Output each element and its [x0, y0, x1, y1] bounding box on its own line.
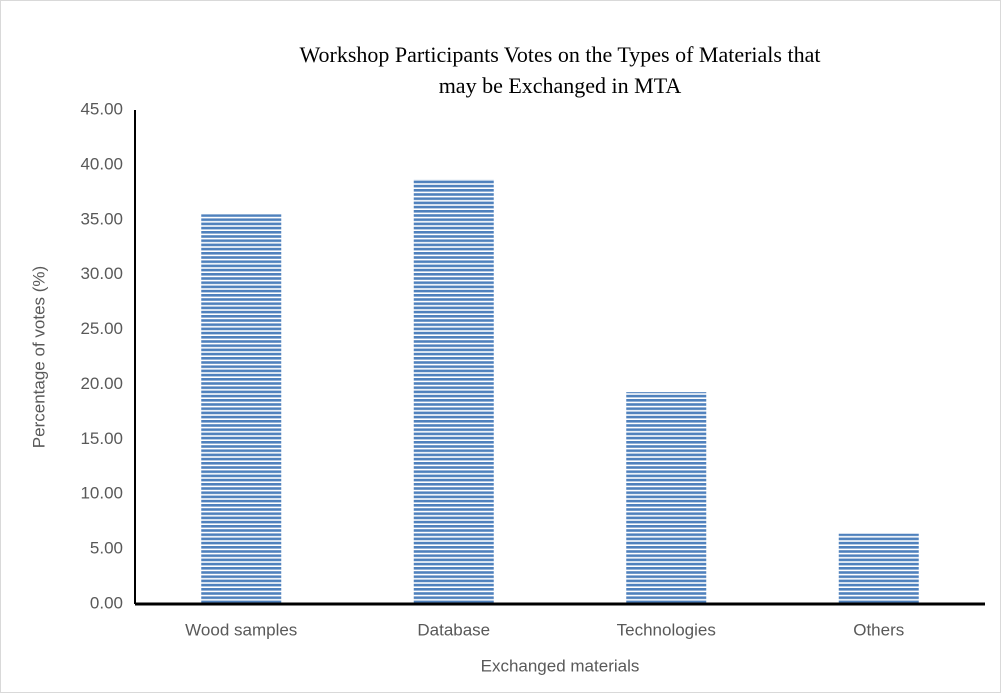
x-tick-label: Technologies [617, 620, 716, 639]
x-tick-label: Others [853, 620, 904, 639]
x-tick-label: Wood samples [185, 620, 297, 639]
y-tick-label: 30.00 [80, 264, 123, 283]
y-tick-label: 40.00 [80, 154, 123, 173]
y-tick-label: 5.00 [90, 539, 123, 558]
y-tick-label: 15.00 [80, 429, 123, 448]
chart-title: Workshop Participants Votes on the Types… [300, 42, 821, 67]
bar [626, 392, 707, 604]
x-tick-label: Database [417, 620, 490, 639]
y-tick-label: 35.00 [80, 209, 123, 228]
y-tick-label: 20.00 [80, 374, 123, 393]
bar [201, 214, 282, 605]
y-tick-label: 0.00 [90, 593, 123, 612]
y-tick-label: 10.00 [80, 484, 123, 503]
y-tick-label: 25.00 [80, 319, 123, 338]
bar [838, 533, 919, 604]
y-axis-label: Percentage of votes (%) [29, 266, 48, 448]
y-tick-label: 45.00 [80, 99, 123, 118]
bar [413, 179, 494, 604]
chart-title: may be Exchanged in MTA [439, 73, 682, 98]
x-axis-label: Exchanged materials [481, 656, 640, 675]
